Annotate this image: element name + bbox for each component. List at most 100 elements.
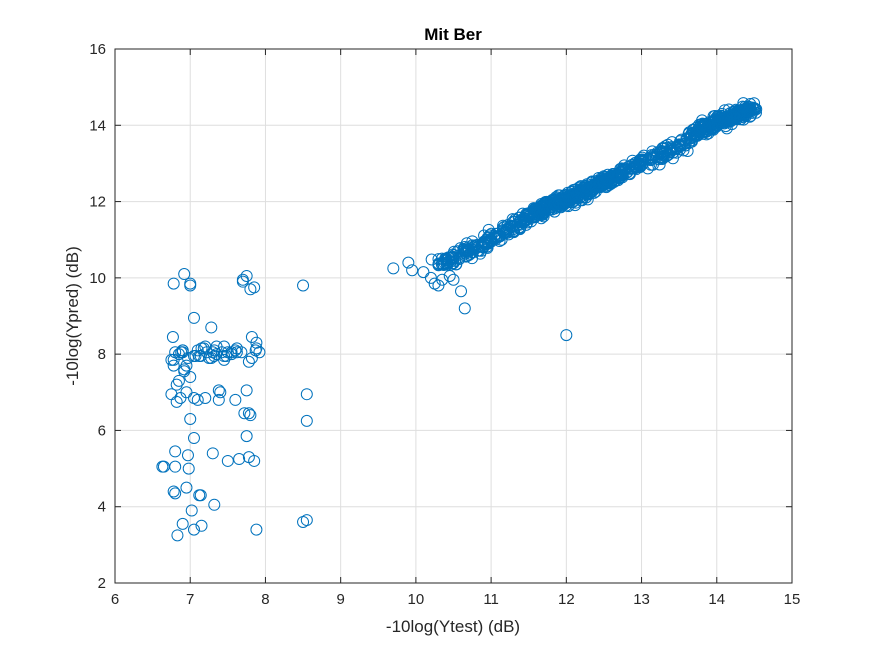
scatter-point: [187, 432, 200, 445]
scatter-point: [176, 517, 189, 530]
scatter-point: [615, 162, 628, 175]
scatter-point: [205, 321, 218, 334]
scatter-point: [245, 351, 258, 364]
scatter-point: [417, 266, 430, 279]
y-tick-label: 16: [89, 41, 106, 58]
scatter-point: [240, 269, 253, 282]
scatter-point: [212, 384, 225, 397]
scatter-point: [552, 195, 565, 208]
scatter-point: [507, 220, 520, 233]
scatter-point: [193, 350, 206, 363]
scatter-point: [658, 147, 671, 160]
scatter-point: [212, 393, 225, 406]
scatter-point: [628, 161, 641, 174]
scatter-point: [250, 342, 263, 355]
scatter-point: [171, 529, 184, 542]
x-tick-label: 13: [633, 591, 650, 608]
scatter-point: [447, 252, 460, 265]
scatter-point: [656, 142, 669, 155]
data-points: [156, 97, 763, 542]
scatter-point: [187, 311, 200, 324]
scatter-point: [235, 346, 248, 359]
scatter-point: [170, 378, 183, 391]
scatter-point: [432, 258, 445, 271]
scatter-point: [612, 168, 625, 181]
x-tick-label: 8: [261, 591, 269, 608]
scatter-point: [206, 447, 219, 460]
scatter-point: [516, 207, 529, 220]
y-tick-label: 2: [98, 575, 106, 592]
scatter-point: [582, 188, 595, 201]
scatter-point: [528, 210, 541, 223]
scatter-point: [597, 176, 610, 189]
plot-area-frame: [114, 48, 793, 584]
scatter-point: [474, 240, 487, 253]
scatter-point: [167, 277, 180, 290]
scatter-point: [205, 351, 218, 364]
y-axis-label: -10log(Ypred) (dB): [63, 246, 82, 386]
scatter-point: [185, 504, 198, 517]
scatter-point: [579, 181, 592, 194]
scatter-point: [170, 395, 183, 408]
scatter-point: [537, 201, 550, 214]
scatter-point: [455, 285, 468, 298]
scatter-point: [703, 119, 716, 132]
scatter-point: [462, 245, 475, 258]
scatter-point: [178, 363, 191, 376]
scatter-point: [477, 237, 490, 250]
axis-ticks: 6 7 8 9 10 11 12 13 14 15 2 4 6 8 10 12 14 16: [89, 41, 800, 608]
scatter-point: [169, 445, 182, 458]
x-tick-label: 15: [784, 591, 801, 608]
scatter-point: [240, 384, 253, 397]
chart-title: Mit Ber: [424, 25, 482, 44]
scatter-point: [242, 407, 255, 420]
scatter-point: [485, 227, 498, 240]
scatter-point: [567, 191, 580, 204]
scatter-point: [178, 268, 191, 281]
scatter-point: [300, 414, 313, 427]
scatter-point: [233, 453, 246, 466]
scatter-point: [522, 210, 535, 223]
scatter-point: [642, 152, 655, 165]
scatter-point: [230, 346, 243, 359]
scatter-point: [748, 102, 761, 115]
scatter-point: [679, 139, 692, 152]
scatter-point: [191, 393, 204, 406]
scatter-point: [221, 454, 234, 467]
scatter-point: [214, 386, 227, 399]
y-tick-label: 12: [89, 194, 106, 211]
x-tick-label: 9: [336, 591, 344, 608]
scatter-point: [167, 353, 180, 366]
scatter-point: [560, 329, 573, 342]
scatter-point: [208, 498, 221, 511]
scatter-point: [180, 481, 193, 494]
scatter-point: [644, 158, 657, 171]
scatter-point: [208, 350, 221, 363]
scatter-point: [182, 462, 195, 475]
y-tick-label: 10: [89, 270, 106, 287]
scatter-point: [681, 145, 694, 158]
scatter-point: [236, 273, 249, 286]
scatter-point: [193, 489, 206, 502]
scatter-point: [458, 302, 471, 315]
scatter-point: [387, 262, 400, 275]
scatter-point: [478, 229, 491, 242]
scatter-point: [718, 113, 731, 126]
scatter-point: [492, 229, 505, 242]
x-tick-label: 10: [408, 591, 425, 608]
scatter-point: [199, 392, 212, 405]
scatter-point: [181, 449, 194, 462]
scatter-point: [736, 100, 749, 113]
scatter-point: [248, 281, 261, 294]
scatter-point: [195, 519, 208, 532]
scatter-point: [582, 184, 595, 197]
scatter-point: [167, 485, 180, 498]
y-tick-label: 8: [98, 346, 106, 363]
scatter-point: [562, 193, 575, 206]
scatter-point: [174, 392, 187, 405]
scatter-point: [615, 166, 628, 179]
scatter-point: [447, 257, 460, 270]
scatter-point: [447, 273, 460, 286]
scatter-point: [187, 523, 200, 536]
